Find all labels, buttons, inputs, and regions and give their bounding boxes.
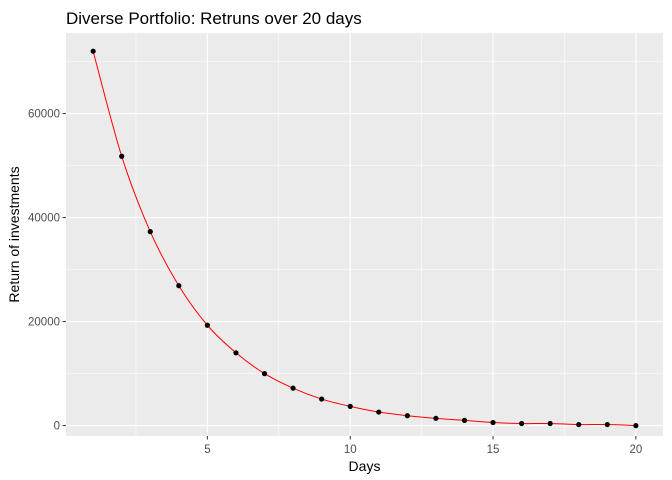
data-point: [404, 413, 410, 419]
data-point: [576, 421, 582, 428]
data-point: [319, 396, 325, 402]
chart-title: Diverse Portfolio: Retruns over 20 days: [66, 9, 362, 28]
data-point: [261, 371, 268, 377]
data-point: [376, 409, 382, 415]
data-point: [90, 48, 96, 54]
y-tick-label: 60000: [28, 109, 60, 121]
data-point: [604, 421, 610, 428]
data-point: [490, 419, 496, 426]
x-tick-label: 15: [487, 444, 500, 456]
data-point: [433, 415, 439, 421]
x-tick-label: 20: [629, 444, 642, 456]
y-tick-label: 0: [54, 421, 60, 433]
minor-gridlines: [66, 33, 663, 436]
data-point: [290, 385, 296, 391]
y-axis-title: Return of investments: [6, 166, 22, 302]
data-point: [633, 423, 639, 429]
data-point: [176, 283, 182, 289]
data-point: [147, 229, 153, 235]
x-tick-label: 5: [204, 444, 210, 456]
data-point: [347, 403, 353, 409]
plot-panel: [66, 33, 663, 436]
x-axis: 5 10 15 20: [204, 436, 642, 456]
y-tick-label: 20000: [28, 317, 60, 329]
major-gridlines: [66, 33, 663, 436]
x-axis-title: Days: [349, 458, 381, 474]
data-point: [461, 417, 468, 423]
data-point: [204, 322, 210, 328]
data-point: [547, 420, 553, 427]
series-line: [92, 51, 636, 427]
data-point: [519, 420, 525, 427]
data-point: [119, 153, 125, 159]
y-axis: 0 20000 40000 60000: [28, 109, 66, 433]
y-tick-label: 40000: [28, 213, 60, 225]
x-tick-label: 10: [344, 444, 357, 456]
data-series: [90, 48, 639, 429]
data-point: [233, 350, 239, 356]
